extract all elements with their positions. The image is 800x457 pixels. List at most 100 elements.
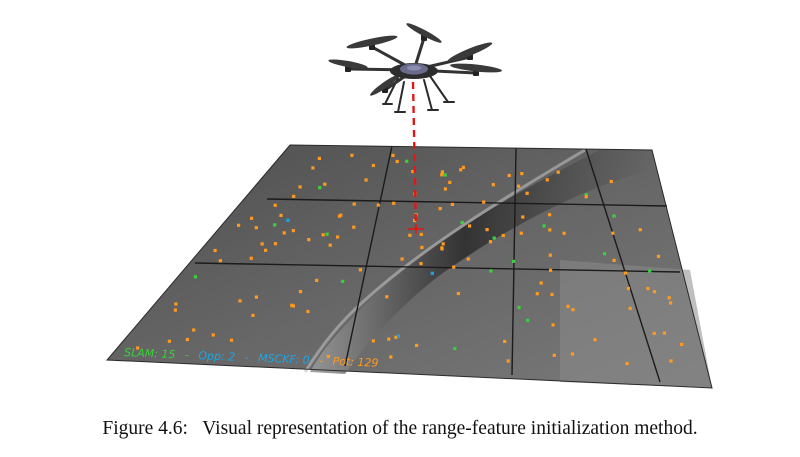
feature-point — [419, 262, 423, 266]
feature-point — [461, 165, 465, 169]
feature-point — [503, 339, 507, 343]
figure-caption: Figure 4.6: Visual representation of the… — [0, 418, 800, 440]
feature-point — [526, 318, 530, 322]
feature-point — [646, 286, 650, 291]
feature-point — [566, 304, 570, 308]
feature-point — [337, 214, 342, 218]
feature-point — [136, 346, 140, 350]
feature-point — [612, 258, 616, 262]
feature-point — [273, 203, 277, 207]
feature-point — [264, 248, 268, 252]
figure-illustration: SLAM: 15 - Opp: 2 - MSCKF: 0 - Pot: 129 — [105, 23, 713, 389]
feature-point — [489, 269, 493, 273]
feature-point — [535, 292, 539, 296]
feature-point — [521, 215, 525, 219]
feature-point — [648, 269, 652, 273]
feature-point — [173, 308, 177, 312]
separator-2: - — [244, 351, 249, 364]
feature-point — [279, 213, 283, 217]
feature-point — [507, 173, 511, 178]
feature-point — [680, 342, 684, 346]
feature-point — [438, 207, 442, 211]
feature-point — [350, 153, 354, 157]
feature-point — [411, 170, 415, 174]
feature-point — [391, 153, 395, 157]
feature-point — [315, 278, 319, 282]
terrain-map-image — [105, 144, 713, 389]
feature-point — [584, 193, 588, 197]
feature-point — [519, 231, 523, 235]
feature-point — [491, 183, 495, 187]
feature-point — [317, 156, 321, 160]
feature-point — [656, 254, 661, 258]
feature-point — [440, 247, 444, 251]
feature-point — [506, 359, 510, 363]
range-beam-line — [408, 81, 424, 234]
feature-point — [254, 226, 258, 230]
feature-point — [251, 313, 255, 317]
feature-point — [238, 299, 242, 303]
feature-point — [551, 323, 555, 327]
feature-point — [400, 257, 404, 261]
feature-point — [185, 337, 189, 342]
feature-point — [460, 220, 464, 225]
feature-point — [602, 252, 607, 256]
feature-point — [562, 231, 566, 235]
feature-point — [448, 180, 452, 184]
feature-point — [488, 240, 493, 244]
feature-point — [652, 290, 657, 294]
feature-point — [273, 223, 277, 227]
feature-point — [292, 194, 296, 198]
feature-point — [286, 218, 290, 222]
feature-point — [376, 203, 380, 207]
feature-point — [318, 186, 322, 190]
feature-point — [298, 290, 303, 294]
feature-point — [440, 170, 444, 174]
feature-points — [136, 153, 684, 366]
feature-point — [492, 236, 496, 240]
feature-point — [392, 201, 396, 205]
feature-point — [385, 295, 389, 299]
feature-point — [336, 235, 340, 239]
feature-point — [624, 271, 628, 275]
feature-point — [539, 281, 543, 285]
feature-point — [174, 302, 178, 306]
feature-point — [291, 229, 295, 233]
feature-point — [321, 233, 325, 237]
feature-point — [419, 232, 423, 236]
feature-point — [443, 173, 447, 177]
feature-point — [609, 179, 613, 184]
feature-point — [517, 184, 521, 188]
feature-point — [394, 335, 398, 339]
feature-point — [311, 166, 315, 170]
feature-point — [387, 337, 391, 341]
feature-point — [273, 242, 278, 246]
feature-point — [593, 338, 597, 342]
feature-point — [453, 347, 457, 351]
feature-point — [512, 259, 516, 263]
feature-point — [218, 259, 222, 263]
feature-point — [229, 338, 234, 342]
feature-point — [352, 225, 356, 229]
separator-3: - — [319, 354, 324, 367]
feature-point — [371, 163, 375, 168]
feature-point — [167, 339, 171, 343]
feature-point — [571, 308, 575, 312]
feature-point — [525, 191, 529, 195]
feature-point — [323, 182, 327, 186]
feature-point — [192, 328, 196, 332]
feature-point — [456, 291, 460, 296]
feature-point — [625, 361, 629, 366]
feature-point — [548, 253, 552, 257]
feature-point — [669, 301, 673, 305]
feature-point — [352, 202, 356, 206]
feature-point — [611, 231, 615, 235]
feature-point — [213, 248, 217, 253]
feature-point — [237, 223, 241, 227]
feature-point — [211, 333, 215, 337]
feature-point — [395, 159, 399, 164]
feature-point — [542, 224, 546, 228]
feature-point — [413, 219, 417, 223]
feature-point — [389, 355, 393, 359]
feature-point — [652, 331, 656, 335]
